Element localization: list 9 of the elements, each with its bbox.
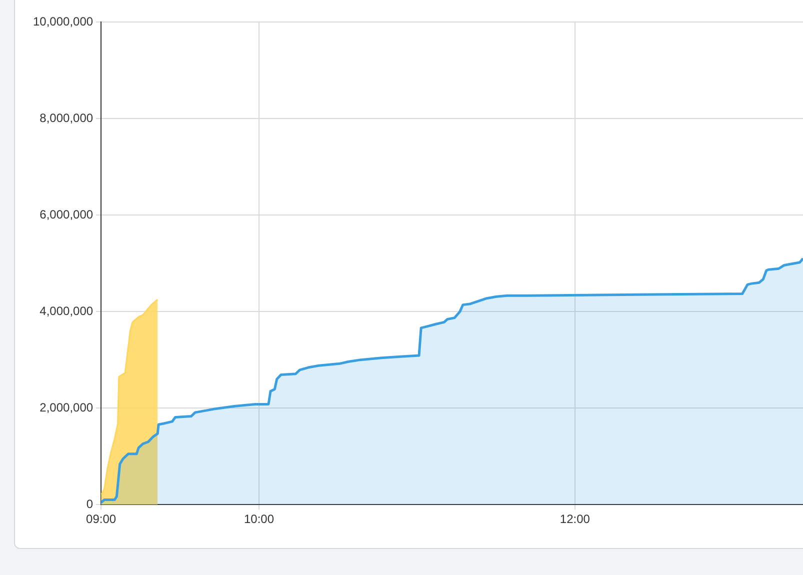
y-tick-label: 0 [86, 496, 94, 511]
y-tick-label: 6,000,000 [40, 207, 94, 222]
y-tick-label: 4,000,000 [40, 304, 94, 318]
x-tick-label: 09:00 [86, 512, 116, 526]
y-tick-label: 10,000,000 [32, 14, 94, 28]
y-tick-label: 8,000,000 [40, 110, 94, 125]
x-tick-label: 10:00 [244, 512, 274, 526]
y-tick-label: 2,000,000 [40, 400, 94, 414]
x-tick-label: 12:00 [560, 512, 590, 526]
